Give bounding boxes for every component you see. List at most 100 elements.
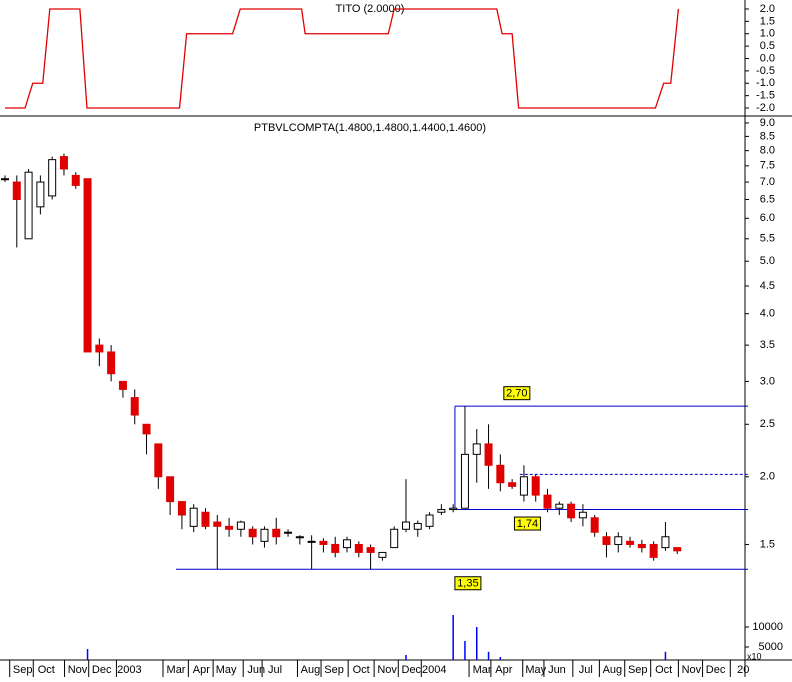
level-label-box [513, 516, 541, 531]
candle-body [142, 423, 151, 435]
x-tick-label: Oct [655, 664, 672, 676]
candle-body [590, 517, 599, 533]
level-label: 1,35 [457, 578, 478, 590]
candle-body [331, 543, 340, 553]
candle-body [637, 543, 646, 549]
y-tick-label: -1.5 [756, 90, 775, 102]
x-tick-label: Dec [92, 664, 112, 676]
y-tick-label: -0.5 [756, 65, 775, 77]
x-tick-label: Mar [167, 664, 186, 676]
y-tick-label: 5.5 [760, 233, 775, 245]
candle-body [578, 511, 587, 519]
y-tick-label: 0.0 [760, 52, 775, 64]
candle-body [496, 464, 505, 484]
candle-body [154, 443, 163, 478]
candle-body [166, 476, 175, 503]
candle-body [248, 528, 257, 538]
y-tick-label: 5.0 [760, 255, 775, 267]
level-label: 2,70 [506, 388, 527, 400]
candle-body [213, 521, 222, 527]
candle-body [449, 507, 458, 511]
y-tick-label: 6.5 [760, 193, 775, 205]
candle-body [626, 540, 635, 545]
candle-body [555, 503, 564, 509]
x-tick-label: Sep [628, 664, 648, 676]
price-title: PTBVLCOMPTA(1.4800,1.4800,1.4400,1.4600) [254, 122, 486, 134]
x-tick-label: Aug [603, 664, 623, 676]
candle-body [472, 443, 481, 455]
y-tick-label: 8.0 [760, 145, 775, 157]
y-tick-label: 3.0 [760, 375, 775, 387]
candle-body [531, 476, 540, 496]
candle-body [661, 536, 670, 549]
candle-body [225, 525, 234, 530]
x-tick-label: Apr [495, 664, 512, 676]
y-tick-label: 1.5 [760, 15, 775, 27]
candle-body [12, 181, 21, 200]
level-label-box [454, 576, 482, 591]
candle-body [36, 181, 45, 208]
x-tick-label: Nov [377, 664, 397, 676]
candle-body [95, 344, 104, 353]
x-tick-label: Nov [682, 664, 702, 676]
candle-body [189, 507, 198, 527]
candle-body [378, 551, 387, 558]
x-tick-label: Nov [68, 664, 88, 676]
y-tick-label: 1.5 [760, 538, 775, 550]
candle-body [413, 522, 422, 530]
candle-body [343, 539, 352, 549]
candle-body [508, 482, 517, 487]
x-tick-label: Oct [38, 664, 55, 676]
x-tick-label: Apr [193, 664, 210, 676]
candle-body [673, 547, 682, 552]
y-tick-label: 7.5 [760, 160, 775, 172]
candle-body [543, 494, 552, 509]
y-tick-label: 3.5 [760, 339, 775, 351]
candle-body [484, 443, 493, 466]
x-tick-label: 2004 [422, 664, 446, 676]
candle-body [272, 528, 281, 538]
candle-body [59, 156, 68, 170]
x-tick-label: Mar [473, 664, 492, 676]
candle-body [649, 543, 658, 558]
x-tick-label: 2003 [117, 664, 141, 676]
y-tick-label: -2.0 [756, 102, 775, 114]
y-tick-label: 4.5 [760, 280, 775, 292]
multiplier-label: x10 [747, 651, 762, 661]
x-tick-label: Jun [247, 664, 265, 676]
level-label: 1,74 [517, 518, 538, 530]
y-tick-label: 1.0 [760, 28, 775, 40]
candle-body [390, 528, 399, 549]
x-tick-label: May [525, 664, 546, 676]
indicator-line [5, 8, 680, 109]
x-tick-label: Dec [402, 664, 422, 676]
candle-body [236, 521, 245, 530]
y-tick-label: -1.0 [756, 77, 775, 89]
candle-body [130, 397, 139, 416]
candle-body [24, 171, 33, 240]
x-tick-label: Sep [324, 664, 344, 676]
x-tick-label: Oct [353, 664, 370, 676]
y-tick-label: 6.0 [760, 212, 775, 224]
candle-body [177, 501, 186, 516]
y-tick-label: 9.0 [760, 117, 775, 129]
candle-body [48, 159, 57, 197]
candle-body [83, 178, 92, 353]
candle-body [107, 351, 116, 375]
candle-body [437, 509, 446, 513]
x-tick-label: Aug [301, 664, 321, 676]
x-tick-label: May [216, 664, 237, 676]
volume-pane [86, 615, 667, 660]
indicator-title: TITO (2.0000) [336, 3, 405, 15]
y-tick-label: 4.0 [760, 308, 775, 320]
x-tick-label: Jul [579, 664, 593, 676]
y-tick-label: 7.0 [760, 176, 775, 188]
x-tick-label: Jun [548, 664, 566, 676]
y-tick-label: 8.5 [760, 130, 775, 142]
candle-body [460, 453, 469, 509]
x-tick-label: Dec [706, 664, 726, 676]
y-tick-label: 0.5 [760, 40, 775, 52]
candle-body [118, 380, 127, 390]
candle-body [366, 547, 375, 553]
